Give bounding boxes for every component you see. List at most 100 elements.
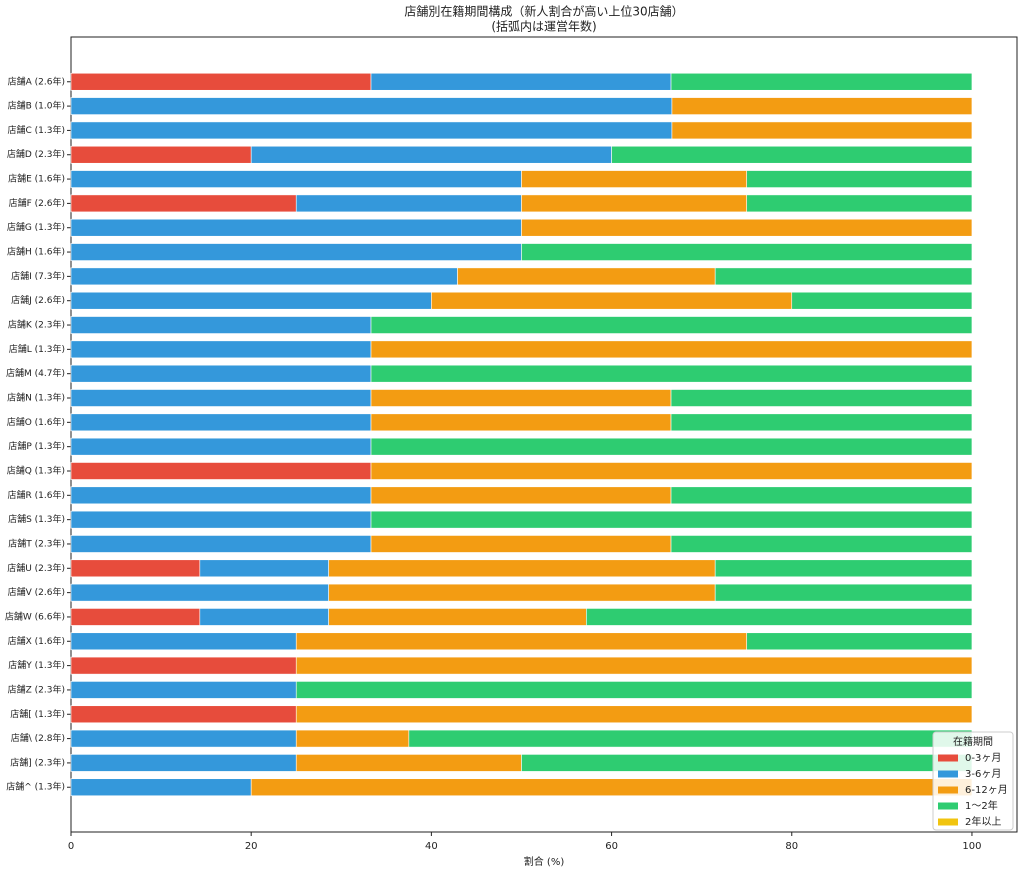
bar-segment bbox=[295, 705, 973, 724]
y-tick-label: 店舗[ (1.3年) bbox=[10, 708, 65, 720]
legend-label: 2年以上 bbox=[965, 815, 1001, 828]
bar-segment bbox=[70, 681, 297, 699]
x-tick-label: 40 bbox=[425, 841, 438, 852]
legend-swatch bbox=[938, 770, 958, 778]
bar-segment bbox=[671, 97, 973, 115]
legend-label: 0-3ヶ月 bbox=[965, 752, 1001, 764]
bar-segment bbox=[70, 291, 432, 310]
bar-segment bbox=[521, 170, 748, 188]
x-tick-label: 80 bbox=[785, 841, 798, 852]
bar-segment bbox=[70, 608, 201, 626]
bar-segment bbox=[70, 364, 372, 383]
bar-segment bbox=[521, 194, 748, 213]
bar-segment bbox=[250, 778, 973, 797]
bar-segment bbox=[295, 194, 522, 213]
bar-segment bbox=[370, 437, 973, 456]
bar-segment bbox=[70, 170, 522, 188]
x-tick-label: 0 bbox=[68, 841, 74, 852]
y-tick-label: 店舗] (2.3年) bbox=[10, 756, 65, 768]
chart-subtitle: (括弧内は運営年数) bbox=[491, 19, 596, 34]
bar-segment bbox=[370, 535, 672, 553]
bar-segment bbox=[70, 121, 673, 140]
y-tick-label: 店舗R (1.6年) bbox=[8, 489, 65, 501]
y-tick-label: 店舗B (1.0年) bbox=[8, 100, 65, 112]
y-tick-label: 店舗H (1.6年) bbox=[7, 246, 65, 258]
bar-segment bbox=[295, 754, 522, 772]
bar-segment bbox=[70, 729, 297, 748]
x-axis-label: 割合 (%) bbox=[524, 855, 565, 868]
bar-segment bbox=[328, 559, 716, 578]
bar-segment bbox=[70, 145, 252, 164]
bar-segment bbox=[70, 218, 522, 237]
plot-frame bbox=[70, 36, 1018, 833]
bar-segment bbox=[70, 194, 297, 213]
chart-title: 店舗別在籍期間構成（新人割合が高い上位30店舗） bbox=[404, 4, 683, 19]
bar-segment bbox=[70, 656, 297, 675]
bar-segment bbox=[70, 705, 297, 724]
bar-segment bbox=[746, 170, 973, 188]
bar-segment bbox=[70, 510, 372, 529]
y-tick-label: 店舗^ (1.3年) bbox=[6, 781, 65, 793]
bar-segment bbox=[370, 340, 973, 359]
y-tick-label: 店舗J (2.6年) bbox=[11, 294, 65, 306]
y-tick-label: 店舗A (2.6年) bbox=[8, 75, 65, 87]
bar-segment bbox=[670, 72, 973, 91]
bar-segment bbox=[70, 535, 372, 553]
legend-label: 1〜2年 bbox=[965, 799, 998, 812]
legend-label: 6-12ヶ月 bbox=[965, 784, 1008, 796]
y-tick-label: 店舗N (1.3年) bbox=[7, 392, 65, 404]
y-tick-label: 店舗W (6.6年) bbox=[5, 610, 65, 622]
bar-segment bbox=[70, 389, 372, 407]
bar-segment bbox=[586, 608, 973, 626]
legend-swatch bbox=[938, 818, 958, 826]
bar-segment bbox=[521, 218, 973, 237]
x-tick-label: 20 bbox=[245, 841, 258, 852]
y-tick-label: 店舗P (1.3年) bbox=[8, 440, 65, 452]
bar-segment bbox=[370, 316, 973, 334]
y-tick-label: 店舗M (4.7年) bbox=[6, 367, 65, 379]
x-tick-label: 100 bbox=[962, 841, 981, 852]
bar-segment bbox=[70, 316, 372, 334]
y-tick-label: 店舗V (2.6年) bbox=[8, 586, 65, 598]
bar-segment bbox=[328, 608, 587, 626]
bar-segment bbox=[70, 632, 297, 651]
bar-segment bbox=[70, 340, 372, 359]
y-tick-label: 店舗I (7.3年) bbox=[11, 270, 65, 282]
y-tick-label: 店舗F (2.6年) bbox=[9, 197, 65, 209]
bar-segment bbox=[670, 486, 973, 505]
bar-segment bbox=[295, 632, 748, 651]
bar-segment bbox=[370, 364, 973, 383]
y-tick-label: 店舗G (1.3年) bbox=[7, 221, 65, 233]
bar-segment bbox=[370, 389, 672, 407]
y-tick-label: 店舗L (1.3年) bbox=[9, 343, 65, 355]
bar-segment bbox=[431, 291, 793, 310]
bar-segment bbox=[714, 267, 973, 286]
bar-segment bbox=[199, 608, 329, 626]
legend-swatch bbox=[938, 754, 958, 762]
bar-segment bbox=[370, 72, 672, 91]
y-tick-label: 店舗O (1.6年) bbox=[7, 416, 65, 428]
bar-segment bbox=[295, 681, 973, 699]
bar-segment bbox=[521, 754, 973, 772]
bar-segment bbox=[295, 656, 973, 675]
bar-segment bbox=[791, 291, 973, 310]
bar-segment bbox=[70, 486, 372, 505]
bar-segment bbox=[70, 413, 372, 432]
y-tick-label: 店舗E (1.6年) bbox=[8, 173, 65, 185]
bar-segment bbox=[370, 413, 672, 432]
bar-segment bbox=[70, 267, 458, 286]
bar-segment bbox=[370, 462, 973, 480]
bar-segment bbox=[408, 729, 973, 748]
bar-segment bbox=[70, 243, 522, 261]
x-tick-label: 60 bbox=[605, 841, 618, 852]
bar-segment bbox=[746, 632, 973, 651]
bar-segment bbox=[70, 754, 297, 772]
bar-segment bbox=[746, 194, 973, 213]
bar-segment bbox=[70, 559, 201, 578]
bar-segment bbox=[611, 145, 973, 164]
bar-segment bbox=[70, 778, 252, 797]
y-tick-label: 店舗Q (1.3年) bbox=[7, 464, 65, 476]
bar-segment bbox=[70, 72, 372, 91]
bar-segment bbox=[670, 389, 973, 407]
